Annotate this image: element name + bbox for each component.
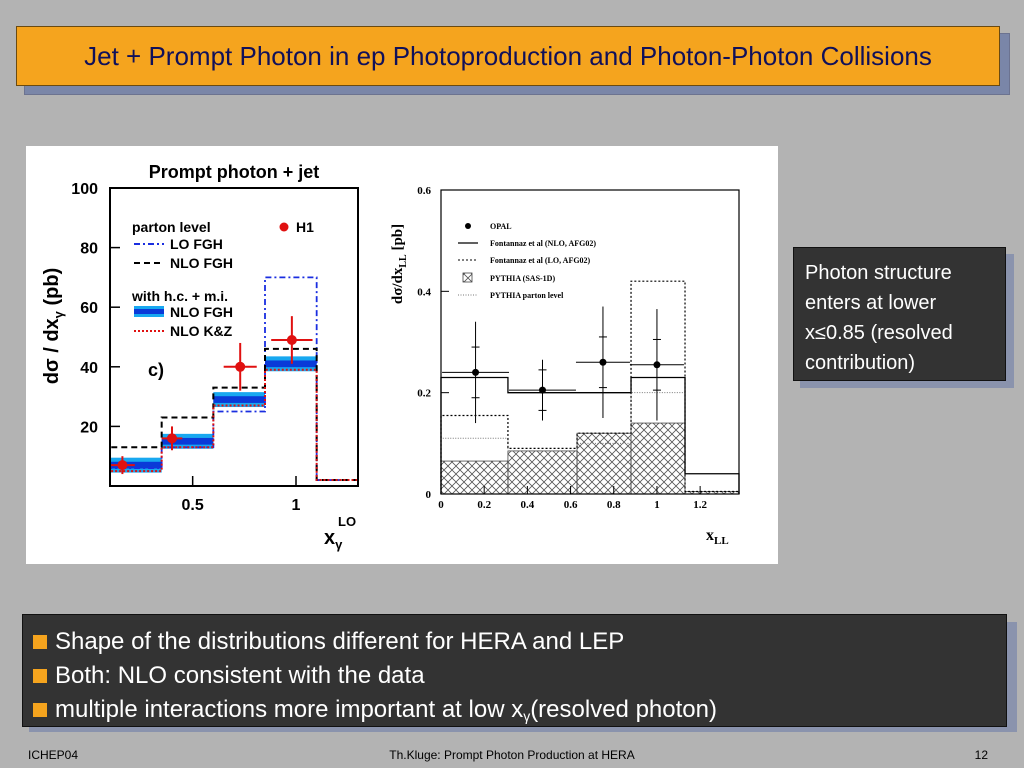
footer-center: Th.Kluge: Prompt Photon Production at HE… [389,748,635,762]
fontannaz-lo-line [440,280,740,494]
note-line: x≤0.85 (resolved [805,322,953,344]
y-axis-label: dσ/dxLL [pb] [390,224,409,304]
bullet-item: multiple interactions more important at … [33,693,1006,727]
y-tick-label: 60 [80,300,98,317]
h1-chart-panel: Prompt photon + jet 20 40 60 80 100 0.5 1 dσ / d… [26,146,368,564]
x-tick-label: 0.4 [521,499,535,511]
note-line: enters at lower [805,292,937,314]
note-line: Photon structure [805,262,952,284]
opal-data-point [472,368,480,376]
y-axis-label: dσ / dxγ (pb) [41,268,66,384]
legend-label: NLO K&Z [170,323,233,339]
h1-data-point [167,433,177,444]
y-tick-label: 20 [80,419,98,436]
pythia-sas1d-bar [576,432,632,495]
x-tick-label: 0.6 [564,499,578,511]
bullet-text: Both: NLO consistent with the data [55,662,425,689]
h1-data-point [235,361,246,372]
x-axis-label: xLL [706,527,729,547]
chart-title: Prompt photon + jet [149,162,320,182]
legend-label: LO FGH [170,236,223,252]
legend-label: PYTHIA (SAS-1D) [490,274,555,283]
legend-pythia-swatch [462,272,473,283]
opal-data-point [653,361,661,369]
x-axis-label-sup: LO [338,514,356,529]
bullet-item: Both: NLO consistent with the data [33,659,1006,693]
bullet-square-icon [33,669,47,683]
panel-label: c) [148,360,164,380]
x-tick-label: 0 [438,499,444,511]
h1-chart: Prompt photon + jet 20 40 60 80 100 0.5 1 dσ / d… [41,162,359,552]
x-tick-label: 1.2 [693,499,707,511]
legend-label: NLO FGH [170,304,233,320]
y-tick-label: 40 [80,360,98,377]
opal-chart: 0 0.2 0.4 0.6 0 0.2 0.4 0.6 0.8 1 1.2 dσ/dxLL [pb] x… [390,185,740,547]
bullet-square-icon [33,635,47,649]
y-tick-label: 0.6 [417,185,431,197]
opal-data-point [599,358,607,366]
pythia-sas1d-bar [630,422,686,495]
bullet-list: Shape of the distributions different for… [22,614,1007,727]
y-tick-label: 80 [80,241,98,258]
nlo-fgh-band-core [213,396,265,403]
y-tick-label: 0.4 [417,286,431,298]
bullet-text: multiple interactions more important at … [55,696,524,723]
pythia-sas1d-bar [440,460,509,495]
h1-data-point [286,334,297,345]
h1-data-point [117,460,128,471]
nlo-kz-line [109,368,359,486]
y-tick-label: 0 [426,489,432,501]
nlo-fgh-band-core [265,360,317,368]
bullet-square-icon [33,703,47,717]
x-tick-label: 0.5 [182,497,204,514]
plot-frame [440,189,740,495]
footer-page-number: 12 [974,748,988,762]
legend-label: OPAL [490,222,512,231]
pythia-sas1d-bar [507,450,578,495]
legend-label: H1 [296,219,314,235]
opal-data-point [538,386,546,394]
legend-heading: parton level [132,219,211,235]
x-tick-label: 0.2 [477,499,491,511]
y-tick-label: 0.2 [417,388,431,400]
legend-label: Fontannaz et al (NLO, AFG02) [490,239,596,248]
slide-title-box: Jet + Prompt Photon in ep Photoproductio… [16,26,1000,86]
legend-band-core-swatch [134,309,164,314]
legend-label: NLO FGH [170,255,233,271]
y-tick-label: 100 [71,181,98,198]
bullet-suffix: (resolved photon) [530,696,717,723]
bullet-text: Shape of the distributions different for… [55,628,625,655]
note-box: Photon structure enters at lower x≤0.85 … [793,247,1006,381]
fontannaz-nlo-line [440,376,740,494]
opal-chart-panel: 0 0.2 0.4 0.6 0 0.2 0.4 0.6 0.8 1 1.2 dσ/dxLL [pb] x… [368,146,778,564]
bullet-item: Shape of the distributions different for… [33,625,1006,659]
slide-title: Jet + Prompt Photon in ep Photoproductio… [84,40,932,71]
footer-left: ICHEP04 [28,748,79,762]
nlo-fgh-band-core [110,461,162,469]
legend-heading: with h.c. + m.i. [131,288,228,304]
x-tick-label: 1 [654,499,660,511]
note-line: contribution) [805,352,916,374]
lo-fgh-line [109,276,359,486]
legend-opal-marker [465,223,471,229]
x-tick-label: 1 [292,497,301,514]
x-tick-label: 0.8 [607,499,621,511]
bullet-subscript: γ [523,708,531,724]
plot-frame [109,187,359,487]
x-axis-label: xγ [324,527,343,552]
legend-label: PYTHIA parton level [490,291,564,300]
legend-h1-marker [279,222,289,232]
legend-label: Fontannaz et al (LO, AFG02) [490,256,591,265]
nlo-fgh-band-core [161,437,214,445]
